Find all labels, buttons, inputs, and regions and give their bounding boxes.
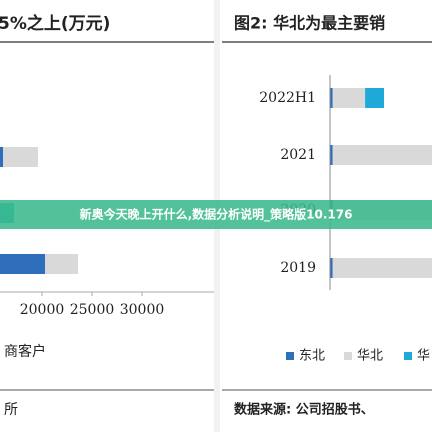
bar-segment — [365, 88, 384, 108]
banner-bg — [0, 200, 432, 229]
bar-segment — [45, 254, 78, 274]
bar-segment — [332, 145, 432, 165]
category-label: 2022H1 — [259, 90, 316, 106]
chart-title: 图2: 华北为最主要销 — [234, 14, 385, 33]
bar-segment — [330, 145, 333, 165]
legend-label: 东北 — [299, 349, 325, 364]
bar-segment — [332, 88, 366, 108]
x-tick-label: 30000 — [120, 302, 165, 318]
source: 数据来源: 公司招股书、 — [234, 402, 374, 418]
source: 所 — [4, 402, 18, 418]
legend-swatch — [404, 352, 412, 360]
x-axis-label: 商客户 — [4, 343, 46, 360]
chart-title: 5%之上(万元) — [0, 13, 110, 34]
bar-segment — [0, 254, 45, 274]
bar-segment — [330, 88, 333, 108]
category-label: 2021 — [280, 147, 316, 163]
x-tick-label: 20000 — [20, 302, 65, 318]
legend-label: 华北 — [357, 349, 383, 364]
banner: 新奥今天晚上开什么,数据分析说明_策略版10.176 — [80, 207, 353, 223]
legend-swatch — [344, 352, 352, 360]
x-tick-label: 25000 — [70, 302, 115, 318]
bar-segment — [3, 147, 38, 167]
bar-segment — [330, 258, 333, 278]
category-label: 2019 — [280, 260, 316, 276]
legend-swatch — [286, 352, 294, 360]
bar-segment — [0, 147, 3, 167]
bar-segment — [332, 258, 432, 278]
legend-label: 华 — [417, 349, 430, 364]
